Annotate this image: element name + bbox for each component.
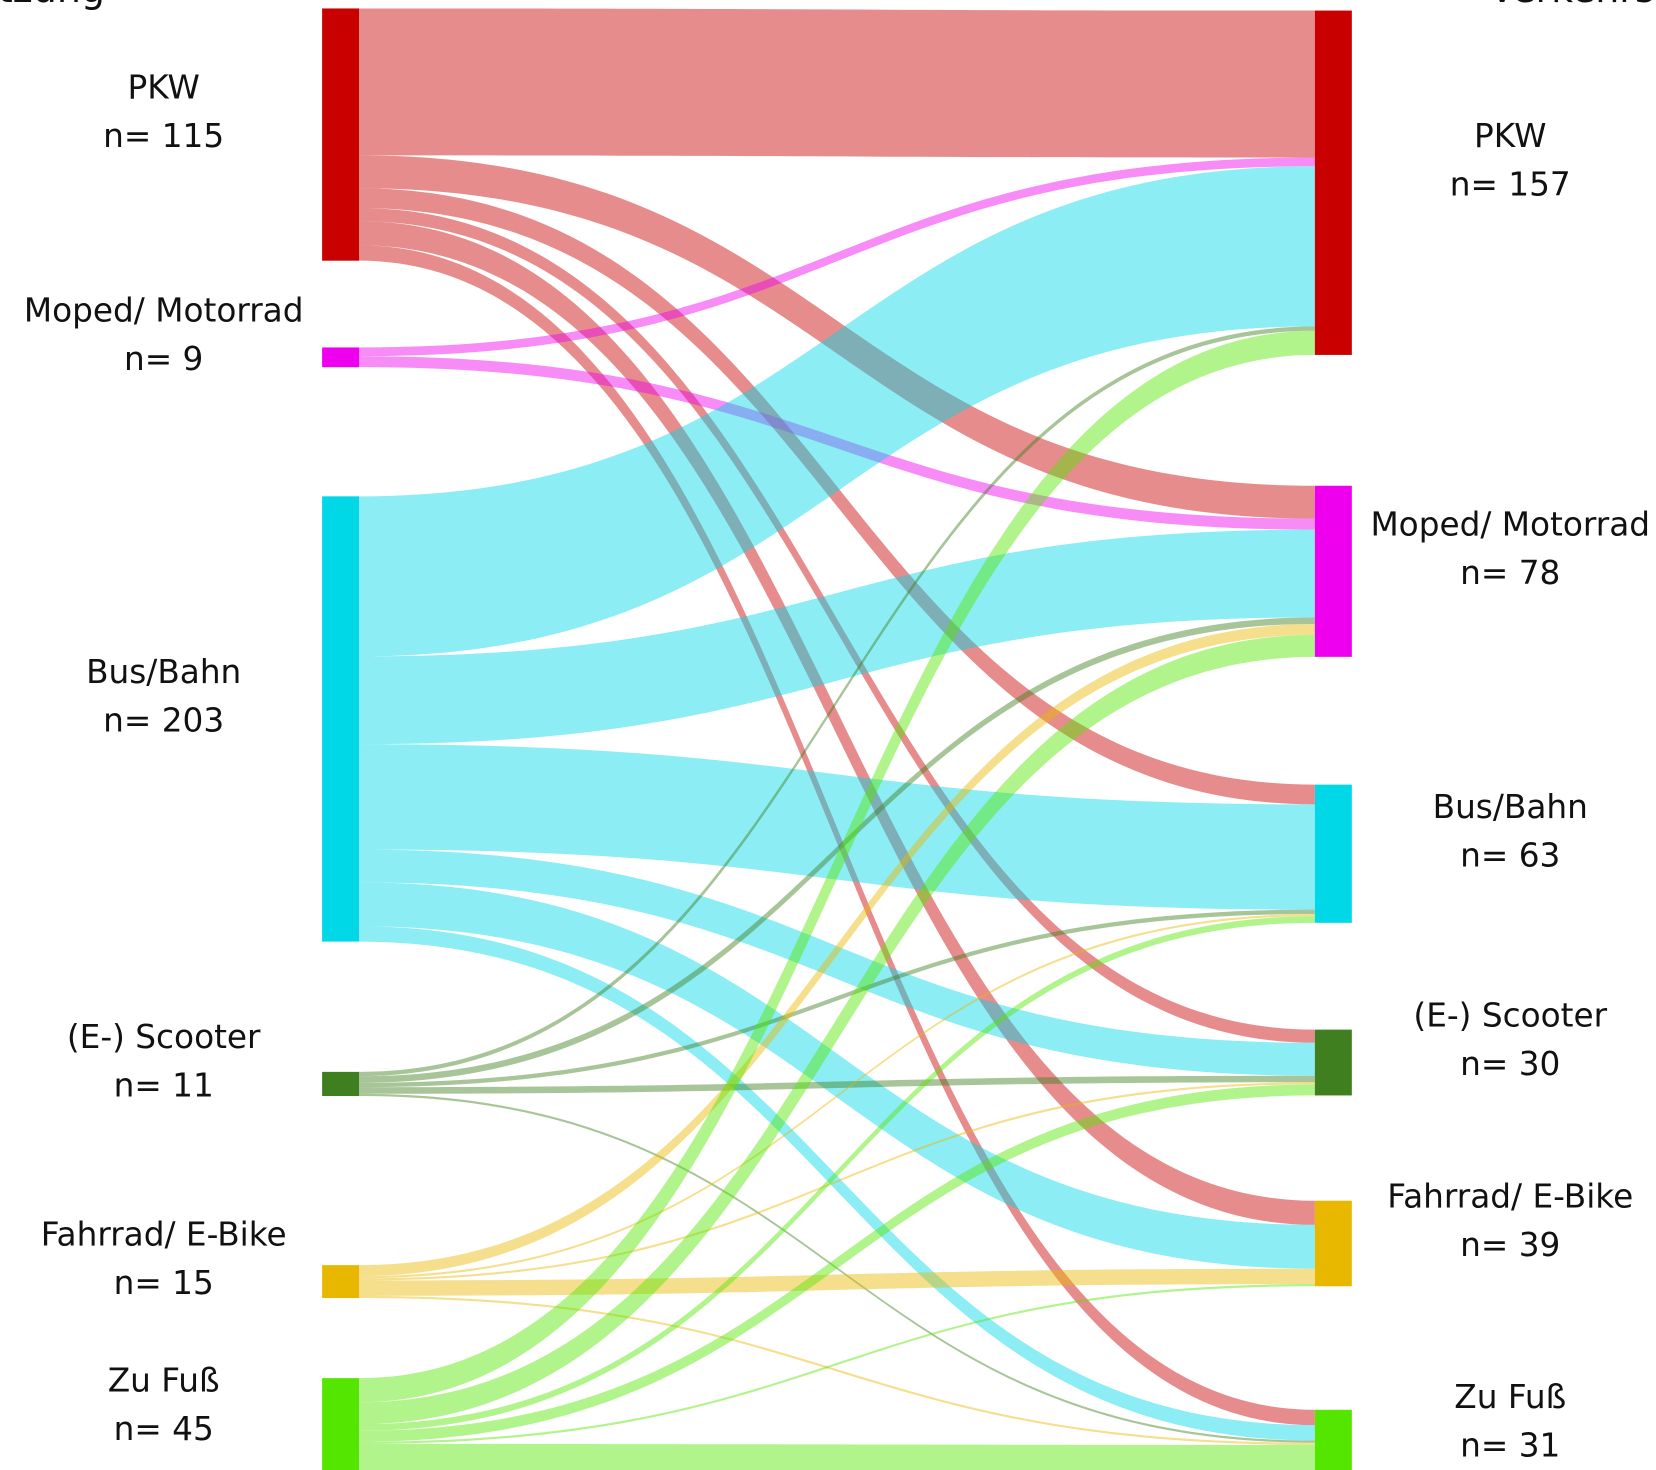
flow-link <box>359 1084 1315 1442</box>
left-title: tzung <box>0 0 105 11</box>
flow-link <box>359 1093 1315 1443</box>
flow-link <box>359 744 1315 910</box>
node-count: n= 9 <box>124 340 203 378</box>
node-count: n= 30 <box>1460 1045 1560 1083</box>
flow-link <box>359 326 1315 1077</box>
flow-link <box>359 623 1315 1277</box>
flow-link <box>359 157 1315 357</box>
flow-link <box>359 634 1315 1425</box>
flow-link <box>359 882 1315 1269</box>
node-label: (E-) Scooter <box>1413 997 1607 1035</box>
node-label: Bus/Bahn <box>1433 788 1588 826</box>
node <box>1314 485 1352 657</box>
flow-link <box>359 221 1315 1225</box>
node <box>322 347 360 368</box>
flow-link <box>359 1082 1315 1281</box>
node <box>322 8 360 261</box>
node <box>1314 1029 1352 1096</box>
flow-link <box>359 8 1315 158</box>
node <box>1314 10 1352 355</box>
flow-link <box>359 529 1315 745</box>
flow-link <box>359 617 1315 1083</box>
flow-link <box>359 926 1315 1441</box>
flow-link <box>359 914 1315 1279</box>
node-count: n= 45 <box>114 1410 214 1448</box>
node-count: n= 39 <box>1460 1226 1560 1264</box>
flow-link <box>359 1295 1315 1445</box>
node-count: n= 115 <box>103 117 224 155</box>
node-label: Fahrrad/ E-Bike <box>41 1216 287 1254</box>
flow-link <box>359 356 1315 530</box>
node-label: PKW <box>1474 117 1546 155</box>
node <box>322 1071 360 1097</box>
flow-link <box>359 188 1315 805</box>
node-count: n= 11 <box>114 1067 214 1105</box>
node-label: (E-) Scooter <box>67 1018 261 1056</box>
node-label: Moped/ Motorrad <box>1370 505 1650 543</box>
flow-link <box>359 849 1315 1076</box>
node <box>1314 784 1352 923</box>
flow-link <box>359 245 1315 1426</box>
node-label: Zu Fuß <box>1454 1378 1566 1416</box>
flow-link <box>359 330 1315 1403</box>
node <box>322 1265 360 1299</box>
right-title: Verkehrs <box>1489 0 1655 11</box>
node-count: n= 31 <box>1460 1426 1560 1464</box>
node-label: Bus/Bahn <box>86 653 241 691</box>
node <box>322 1378 360 1470</box>
node <box>322 496 360 942</box>
flow-link <box>359 916 1315 1431</box>
node-label: Fahrrad/ E-Bike <box>1387 1178 1633 1216</box>
flow-link <box>359 1268 1315 1296</box>
node-count: n= 15 <box>114 1264 214 1302</box>
node-count: n= 63 <box>1460 836 1560 874</box>
flow-link <box>359 1075 1315 1094</box>
flow-link <box>359 155 1315 519</box>
node-count: n= 203 <box>103 702 224 740</box>
node-label: Moped/ Motorrad <box>24 291 304 329</box>
node <box>1314 1200 1352 1287</box>
node-count: n= 157 <box>1450 165 1571 203</box>
node-count: n= 78 <box>1460 554 1560 592</box>
flow-link <box>359 1443 1315 1470</box>
node-label: Zu Fuß <box>108 1362 220 1400</box>
flow-link <box>359 208 1315 1043</box>
node-label: PKW <box>128 69 200 107</box>
flow-link <box>359 1284 1315 1444</box>
node <box>1314 1409 1352 1470</box>
flow-link <box>359 166 1315 657</box>
links <box>359 8 1315 1470</box>
flow-link <box>359 909 1315 1088</box>
